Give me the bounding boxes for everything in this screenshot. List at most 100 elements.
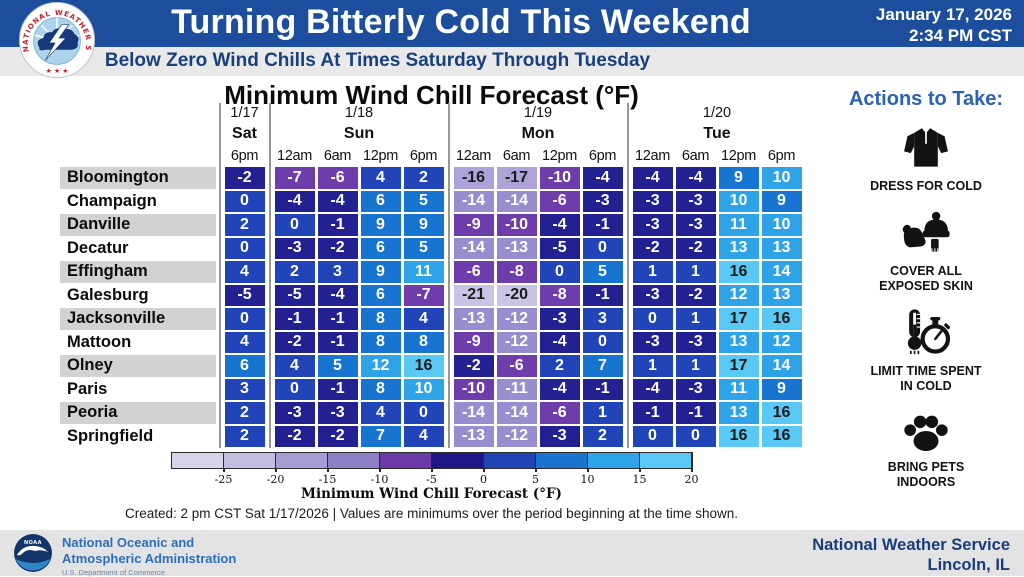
wind-chill-cell: -1 <box>274 308 315 330</box>
wind-chill-cell: 10 <box>761 167 802 189</box>
wind-chill-cell: -16 <box>453 167 494 189</box>
noaa-line2: Atmospheric Administration <box>62 550 237 566</box>
wind-chill-cell: 0 <box>224 190 265 212</box>
colorbar-tick-label: -10 <box>370 473 389 486</box>
time-label: 6am <box>323 147 352 164</box>
chart-title: Minimum Wind Chill Forecast (°F) <box>224 80 639 110</box>
wind-chill-cell: -3 <box>582 190 623 212</box>
jacket-icon <box>899 121 953 175</box>
action-item: BRING PETS INDOORS <box>869 406 984 490</box>
wind-chill-cell: 10 <box>718 190 759 212</box>
wind-chill-cell: -14 <box>453 190 494 212</box>
wind-chill-cell: -10 <box>453 378 494 400</box>
wind-chill-cell: -2 <box>453 355 494 377</box>
wind-chill-cell: 5 <box>403 237 444 259</box>
wind-chill-cell: -10 <box>539 167 580 189</box>
wind-chill-cell: 16 <box>761 308 802 330</box>
wind-chill-cell: 4 <box>274 355 315 377</box>
colorbar-tick-label: 20 <box>684 473 699 486</box>
wind-chill-cell: -3 <box>274 402 315 424</box>
time-label: 6pm <box>588 147 617 164</box>
wind-chill-cell: 9 <box>403 214 444 236</box>
wind-chill-cell: -14 <box>453 237 494 259</box>
wind-chill-cell: 10 <box>761 214 802 236</box>
thermometer-stopwatch-icon <box>897 306 955 360</box>
wind-chill-cell: 4 <box>224 331 265 353</box>
wind-chill-cell: -2 <box>632 237 673 259</box>
city-label: Effingham <box>60 260 216 283</box>
wind-chill-cell: -4 <box>632 167 673 189</box>
wind-chill-cell: 6 <box>360 284 401 306</box>
wind-chill-cell: -2 <box>675 284 716 306</box>
colorbar-segment <box>171 453 224 468</box>
city-label: Jacksonville <box>60 307 216 330</box>
wind-chill-cell: 10 <box>403 378 444 400</box>
wind-chill-cell: -6 <box>453 261 494 283</box>
wind-chill-cell: -2 <box>274 331 315 353</box>
wind-chill-cell: -3 <box>632 214 673 236</box>
colorbar-block: -25 -20 -15 -10 -5 0 5 10 15 20 Minimum Wind Chil… <box>60 452 803 521</box>
wind-chill-cell: -1 <box>582 378 623 400</box>
date-label: 1/19 <box>523 105 553 121</box>
wind-chill-cell: 4 <box>403 425 444 447</box>
noaa-line1: National Oceanic and <box>62 535 195 550</box>
wind-chill-cell: 0 <box>403 402 444 424</box>
wind-chill-cell: 16 <box>403 355 444 377</box>
colorbar-segment <box>431 453 484 468</box>
colorbar-tick-label: 5 <box>532 473 539 486</box>
action-item: COVER ALL EXPOSED SKIN <box>869 206 984 294</box>
colorbar-segment <box>483 453 536 468</box>
colorbar-tick-label: 15 <box>632 473 647 486</box>
wind-chill-cell: 13 <box>761 284 802 306</box>
colorbar-tick <box>274 468 277 472</box>
noaa-dept-line: U.S. Department of Commerce <box>62 568 165 577</box>
date-label: 1/18 <box>344 105 374 121</box>
wind-chill-cell: 4 <box>403 308 444 330</box>
day-label: Sat <box>232 125 257 142</box>
colorbar-tick-label: 10 <box>580 473 595 486</box>
wind-chill-cell: -5 <box>274 284 315 306</box>
noaa-logo-icon: NOAA <box>14 534 52 572</box>
wind-chill-cell: 2 <box>582 425 623 447</box>
wind-chill-cell: -1 <box>317 308 358 330</box>
wind-chill-cell: -2 <box>224 167 265 189</box>
action-label: DRESS FOR COLD <box>870 179 982 193</box>
wind-chill-cell: -3 <box>675 190 716 212</box>
time-label: 12am <box>276 147 313 164</box>
wind-chill-cell: -6 <box>317 167 358 189</box>
wind-chill-cell: 0 <box>632 425 673 447</box>
wind-chill-cell: -4 <box>317 190 358 212</box>
issue-date: January 17, 2026 <box>875 5 1012 24</box>
wind-chill-cell: 4 <box>360 167 401 189</box>
wind-chill-cell: -1 <box>317 331 358 353</box>
wind-chill-cell: 6 <box>224 355 265 377</box>
wind-chill-cell: -6 <box>539 190 580 212</box>
wind-chill-cell: 0 <box>224 308 265 330</box>
svg-text:NOAA: NOAA <box>24 540 42 546</box>
colorbar <box>170 452 693 472</box>
wind-chill-cell: 9 <box>360 214 401 236</box>
wind-chill-cell: -3 <box>317 402 358 424</box>
colorbar-tick-labels: -25 -20 -15 -10 -5 0 5 10 15 20 <box>170 473 699 486</box>
city-label: Decatur <box>60 237 216 260</box>
time-label: 6pm <box>230 147 259 164</box>
wind-chill-cell: -3 <box>632 331 673 353</box>
wind-chill-cell: 7 <box>360 425 401 447</box>
wind-chill-cell: -5 <box>539 237 580 259</box>
wind-chill-cell: 0 <box>274 378 315 400</box>
colorbar-tick <box>638 468 641 472</box>
city-label: Mattoon <box>60 331 216 354</box>
wind-chill-cell: -4 <box>582 167 623 189</box>
wind-chill-cell: -3 <box>274 237 315 259</box>
wind-chill-cell: 2 <box>224 425 265 447</box>
wind-chill-cell: 14 <box>761 261 802 283</box>
created-footnote: Created: 2 pm CST Sat 1/17/2026 | Values… <box>124 506 739 521</box>
colorbar-segment <box>223 453 276 468</box>
wind-chill-cell: 1 <box>582 402 623 424</box>
actions-list: DRESS FOR COLD COVER ALL EXPOSED SKIN LIMI… <box>869 121 984 502</box>
header-bar <box>0 0 1024 47</box>
colorbar-tick-label: -15 <box>318 473 337 486</box>
wind-chill-cell: 8 <box>360 378 401 400</box>
colorbar-caption: Minimum Wind Chill Forecast (°F) <box>301 486 562 502</box>
action-item: LIMIT TIME SPENT IN COLD <box>869 306 984 394</box>
